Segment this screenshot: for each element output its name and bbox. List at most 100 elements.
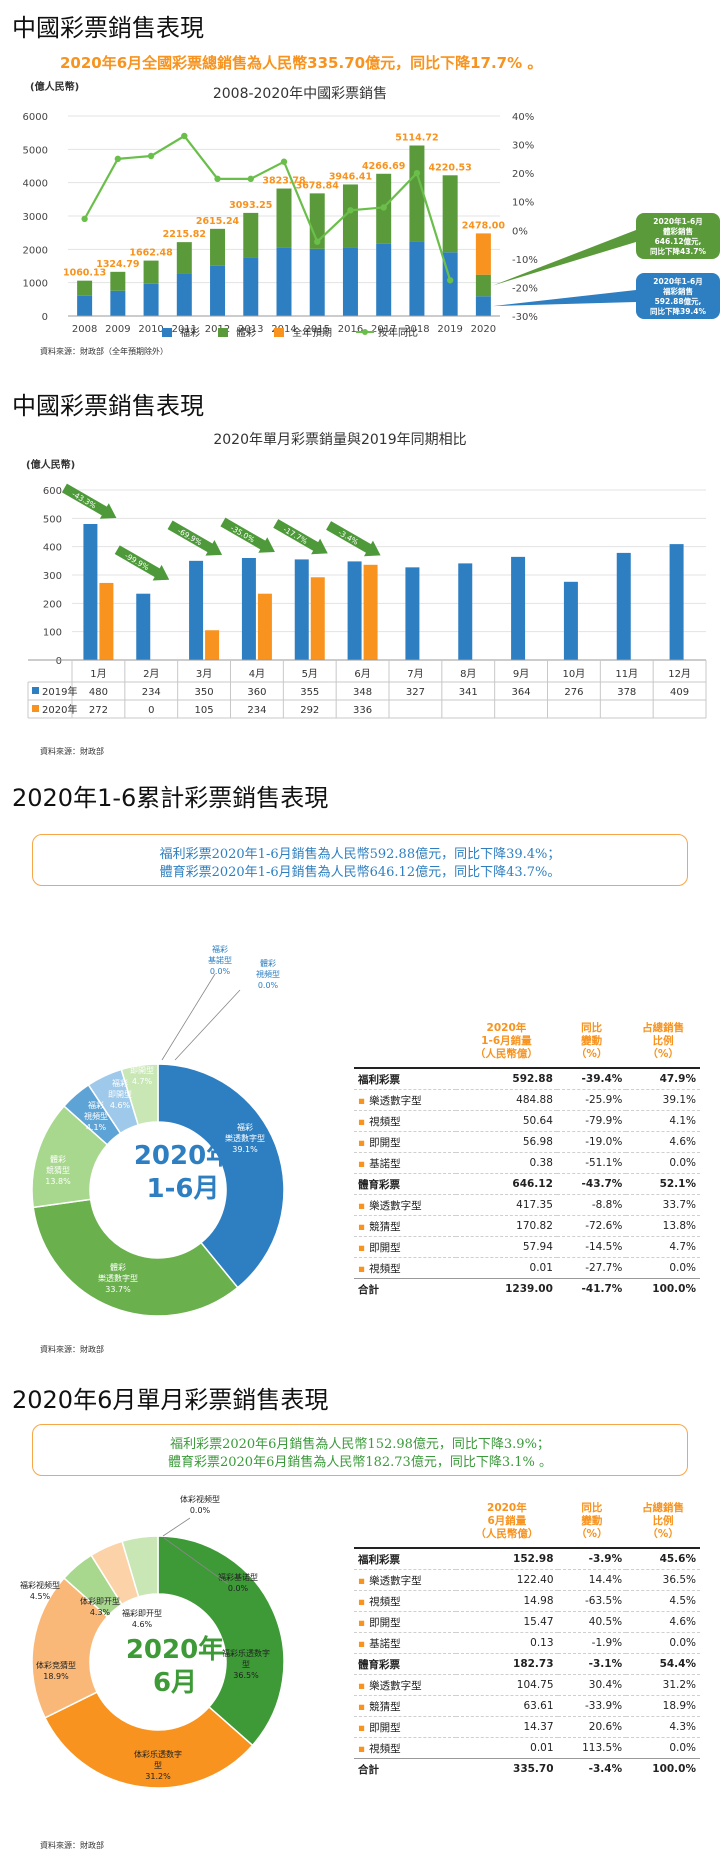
june-table-cell-name: 合計 <box>354 1758 457 1779</box>
chart1-xtick: 2018 <box>404 324 429 335</box>
h1-table-row: 體育彩票 646.12 -43.7% 52.1% <box>354 1173 700 1195</box>
h1-table-row: ▪ 樂透數字型 484.88 -25.9% 39.1% <box>354 1089 700 1111</box>
june-table-cell-change: -1.9% <box>557 1632 627 1654</box>
section1-title: 中國彩票銷售表現 <box>12 14 204 42</box>
chart2-xtick: 12月 <box>668 668 691 680</box>
bullet-icon: ▪ <box>358 1574 366 1587</box>
chart2-arrow-shape <box>326 521 381 557</box>
h1-table-header-row: 2020年 1-6月銷量 （人民幣億） 同比 變動 （%） 占總銷售 比例 （%） <box>354 1022 700 1069</box>
june-sales-table: 2020年 6月銷量 （人民幣億） 同比 變動 （%） 占總銷售 比例 （%） 福利彩票 152.9… <box>354 1502 700 1779</box>
chart2-cell-2019: 409 <box>670 687 689 698</box>
chart2-cell-2020: 105 <box>195 705 214 716</box>
pie1-label: 視頻型 <box>84 1111 108 1121</box>
chart1-callout-text: 646.12億元, <box>655 236 702 246</box>
chart2-legend-swatch <box>32 687 39 694</box>
pie1-leader <box>174 989 241 1061</box>
chart1-bar-sports <box>342 184 358 248</box>
pie1-label: 4.7% <box>132 1077 153 1086</box>
june-table-cell-value: 15.47 <box>456 1611 558 1633</box>
chart1-bar-welfare <box>176 273 192 316</box>
pie1-label: 福彩 <box>112 1078 128 1088</box>
bullet-icon: ▪ <box>358 1094 366 1107</box>
chart1-bar-welfare <box>342 247 358 316</box>
chart1-total-label: 2215.82 <box>163 229 206 240</box>
june-table-cell-value: 63.61 <box>456 1695 558 1717</box>
chart1-yoy-point <box>247 175 254 183</box>
chart1-legend-swatch <box>362 329 368 335</box>
h1-table-cell-value: 50.64 <box>455 1110 557 1132</box>
chart1-bar-sports <box>143 260 159 284</box>
chart1-legend: 福彩 體彩 全年預期 按年同比 <box>162 326 418 339</box>
chart1-ytick: 1000 <box>23 279 48 290</box>
pie2-label: 0.0% <box>190 1506 211 1515</box>
h1-table-cell-change: -72.6% <box>556 1215 627 1237</box>
pie1-label: 4.6% <box>110 1101 131 1110</box>
pie2-label: 福彩视频型 <box>20 1580 60 1590</box>
chart2-xtick: 3月 <box>196 668 212 680</box>
june-table-cell-share: 18.9% <box>626 1695 700 1717</box>
june-table-cell-name: ▪ 視頻型 <box>354 1737 457 1759</box>
section4-box-line2: 體育彩票2020年6月銷售為人民幣182.73億元，同比下降3.1% 。 <box>167 1455 552 1470</box>
chart1-bar-sports <box>176 242 192 274</box>
chart1-total-label: 3093.25 <box>229 200 272 211</box>
h1-table-row: ▪ 即開型 56.98 -19.0% 4.6% <box>354 1131 700 1153</box>
h1-table-row: ▪ 競猜型 170.82 -72.6% 13.8% <box>354 1215 700 1237</box>
chart2-legend-label: 2020年 <box>42 703 77 716</box>
chart1-ytick: 4000 <box>23 179 48 190</box>
pie1-leader <box>161 973 216 1061</box>
chart2-yoy-arrow: -69.9% <box>167 520 223 556</box>
chart1-total-label: 2478.00 <box>462 220 506 231</box>
june-table-cell-name: 福利彩票 <box>354 1548 457 1570</box>
chart1-total-label: 3678.84 <box>296 180 340 191</box>
chart1-bar-sports <box>77 280 93 296</box>
bullet-icon: ▪ <box>358 1157 366 1170</box>
chart2-xtick: 9月 <box>513 668 529 680</box>
chart1-ytick: 2000 <box>23 245 48 256</box>
pie1-label: 福彩 <box>88 1100 104 1110</box>
chart2-ytick: 0 <box>56 656 62 667</box>
chart2-cell-2019: 234 <box>142 687 161 698</box>
chart2-arrow-shape <box>114 545 170 581</box>
pie2-label: 福彩即开型 <box>122 1608 162 1618</box>
h1-table-cell-name: ▪ 基諾型 <box>354 1152 456 1174</box>
june-table-row: 合計 335.70 -3.4% 100.0% <box>354 1758 700 1779</box>
chart2-ylabel: (億人民幣) <box>26 458 75 471</box>
bullet-icon: ▪ <box>358 1700 366 1713</box>
chart2-bar-2019 <box>347 561 362 660</box>
chart2-bar-2019 <box>83 524 98 660</box>
pie2-label: 4.5% <box>30 1592 51 1601</box>
pie2-slice <box>157 1535 285 1747</box>
june-table-cell-name: ▪ 樂透數字型 <box>354 1569 457 1591</box>
h1-table-row: ▪ 視頻型 0.01 -27.7% 0.0% <box>354 1257 700 1279</box>
chart1-callout-text: 福彩銷售 <box>662 286 693 296</box>
section3-title: 2020年1-6累計彩票銷售表現 <box>12 784 329 812</box>
pie2-slice <box>44 1691 254 1789</box>
h1-table-row: ▪ 樂透數字型 417.35 -8.8% 33.7% <box>354 1194 700 1216</box>
h1-table-cell-name: ▪ 競猜型 <box>354 1215 456 1237</box>
chart2-yoy-arrows: -43.3% -99.9% -69.9% -35.0% -17.7% -3.4% <box>61 483 381 581</box>
h1-table-cell-change: -25.9% <box>556 1089 627 1111</box>
june-table-cell-name: ▪ 樂透數字型 <box>354 1674 457 1696</box>
june-table-row: ▪ 基諾型 0.13 -1.9% 0.0% <box>354 1632 700 1654</box>
chart1-callout-pointer <box>492 290 636 307</box>
chart1-axes: 2008200920102011201220132014201520162017… <box>68 315 500 335</box>
chart2-arrow-label: -17.7% <box>282 525 309 546</box>
h1-table-cell-name: ▪ 樂透數字型 <box>354 1194 456 1216</box>
june-table-cell-value: 14.98 <box>456 1590 558 1612</box>
chart1-bar-sports <box>442 175 458 253</box>
june-table-row: ▪ 樂透數字型 104.75 30.4% 31.2% <box>354 1674 700 1696</box>
chart1-xtick: 2019 <box>437 324 462 335</box>
h1-table-cell-share: 13.8% <box>626 1215 700 1237</box>
chart1-yoy-point <box>147 152 155 160</box>
h1-table-header-cell <box>354 1022 456 1069</box>
chart2-xtick: 6月 <box>354 668 370 680</box>
chart1-y2tick: 40% <box>512 112 534 123</box>
h1-table-cell-change: -43.7% <box>556 1173 627 1195</box>
pie1-center-line1: 2020年 <box>133 1141 233 1171</box>
pie2-leader <box>163 1537 229 1585</box>
chart1-xtick: 2020 <box>471 324 496 335</box>
chart2-arrow-label: -3.4% <box>337 528 360 547</box>
pie1-label: 0.0% <box>258 981 279 990</box>
h1-table-cell-share: 39.1% <box>626 1089 700 1111</box>
chart1-xtick: 2013 <box>238 324 263 335</box>
